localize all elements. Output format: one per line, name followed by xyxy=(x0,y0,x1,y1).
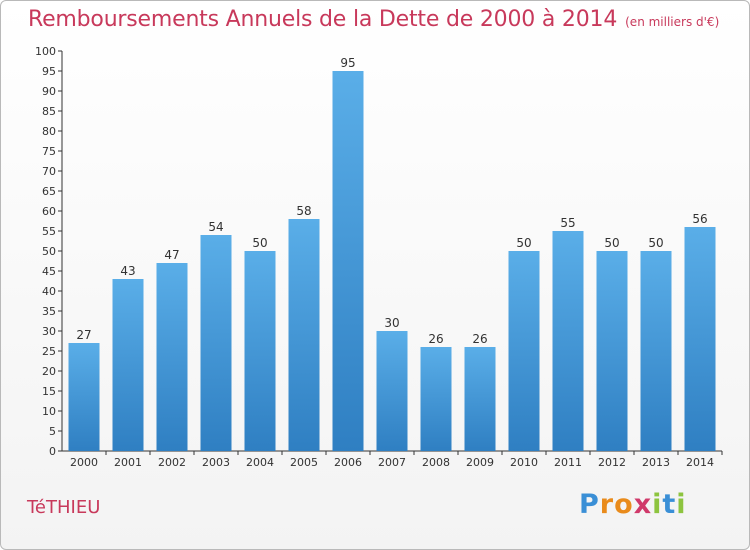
x-tick-label: 2013 xyxy=(642,456,670,469)
value-label-2005: 58 xyxy=(296,204,311,218)
y-tick-label: 70 xyxy=(42,165,56,178)
value-label-2009: 26 xyxy=(472,332,487,346)
bar-2013 xyxy=(640,251,672,451)
bar-2008 xyxy=(420,347,452,451)
bar-2007 xyxy=(376,331,408,451)
place-name: TéTHIEU xyxy=(27,497,101,518)
bar-2003 xyxy=(200,235,232,451)
x-tick-label: 2004 xyxy=(246,456,274,469)
x-tick-label: 2000 xyxy=(70,456,98,469)
value-label-2001: 43 xyxy=(120,264,135,278)
logo-letter: o xyxy=(614,489,634,520)
x-tick-label: 2010 xyxy=(510,456,538,469)
bar-2006 xyxy=(332,71,364,451)
logo-letter: i xyxy=(676,489,687,520)
value-label-2006: 95 xyxy=(340,56,355,70)
value-label-2008: 26 xyxy=(428,332,443,346)
bar-2001 xyxy=(112,279,144,451)
proxiti-logo: Proxiti xyxy=(579,489,687,520)
value-label-2007: 30 xyxy=(384,316,399,330)
value-label-2013: 50 xyxy=(648,236,663,250)
y-tick-label: 90 xyxy=(42,85,56,98)
y-tick-label: 50 xyxy=(42,245,56,258)
value-label-2011: 55 xyxy=(560,216,575,230)
y-tick-label: 85 xyxy=(42,105,56,118)
x-tick-label: 2011 xyxy=(554,456,582,469)
x-tick-label: 2008 xyxy=(422,456,450,469)
logo-letter: r xyxy=(599,489,615,520)
bar-2004 xyxy=(244,251,276,451)
title-text: Remboursements Annuels de la Dette de 20… xyxy=(28,7,618,32)
x-tick-label: 2012 xyxy=(598,456,626,469)
value-label-2003: 54 xyxy=(208,220,223,234)
bar-series xyxy=(68,71,716,451)
y-tick-label: 20 xyxy=(42,365,56,378)
logo-letter: P xyxy=(579,489,600,520)
value-label-2010: 50 xyxy=(516,236,531,250)
bar-2005 xyxy=(288,219,320,451)
bar-2014 xyxy=(684,227,716,451)
y-tick-label: 100 xyxy=(35,45,56,58)
x-tick-label: 2014 xyxy=(686,456,714,469)
logo-letter: t xyxy=(662,489,677,520)
chart-title: Remboursements Annuels de la Dette de 20… xyxy=(28,7,719,32)
logo-letter: x xyxy=(633,489,653,520)
x-tick-label: 2002 xyxy=(158,456,186,469)
y-axis: 0 5 10 15 20 25 30 35 40 45 50 55 60 65 70 75 80 85 90 95 10… xyxy=(35,45,63,458)
value-label-2002: 47 xyxy=(164,248,179,262)
x-tick-label: 2001 xyxy=(114,456,142,469)
value-labels: 27 43 47 54 50 58 95 30 26 26 50 55 50 50 56 xyxy=(76,56,707,346)
chart-subtitle: (en milliers d'€) xyxy=(625,15,720,29)
x-axis: 2000 2001 2002 2003 2004 2005 2006 2007 2008 2009… xyxy=(62,450,723,469)
bar-2000 xyxy=(68,343,100,451)
value-label-2004: 50 xyxy=(252,236,267,250)
bar-2002 xyxy=(156,263,188,451)
bar-2012 xyxy=(596,251,628,451)
y-tick-label: 0 xyxy=(49,445,56,458)
x-tick-label: 2005 xyxy=(290,456,318,469)
bar-2011 xyxy=(552,231,584,451)
logo-letter: i xyxy=(652,489,663,520)
x-tick-label: 2009 xyxy=(466,456,494,469)
x-tick-label: 2007 xyxy=(378,456,406,469)
bar-2010 xyxy=(508,251,540,451)
y-tick-label: 45 xyxy=(42,265,56,278)
x-tick-label: 2003 xyxy=(202,456,230,469)
y-tick-label: 5 xyxy=(49,425,56,438)
y-tick-label: 40 xyxy=(42,285,56,298)
y-tick-label: 55 xyxy=(42,225,56,238)
y-tick-label: 30 xyxy=(42,325,56,338)
y-tick-label: 25 xyxy=(42,345,56,358)
value-label-2014: 56 xyxy=(692,212,707,226)
bar-2009 xyxy=(464,347,496,451)
y-tick-label: 95 xyxy=(42,65,56,78)
y-tick-label: 35 xyxy=(42,305,56,318)
y-tick-label: 60 xyxy=(42,205,56,218)
value-label-2012: 50 xyxy=(604,236,619,250)
y-tick-label: 15 xyxy=(42,385,56,398)
value-label-2000: 27 xyxy=(76,328,91,342)
y-tick-label: 80 xyxy=(42,125,56,138)
y-tick-label: 10 xyxy=(42,405,56,418)
y-tick-label: 75 xyxy=(42,145,56,158)
x-tick-label: 2006 xyxy=(334,456,362,469)
y-tick-label: 65 xyxy=(42,185,56,198)
